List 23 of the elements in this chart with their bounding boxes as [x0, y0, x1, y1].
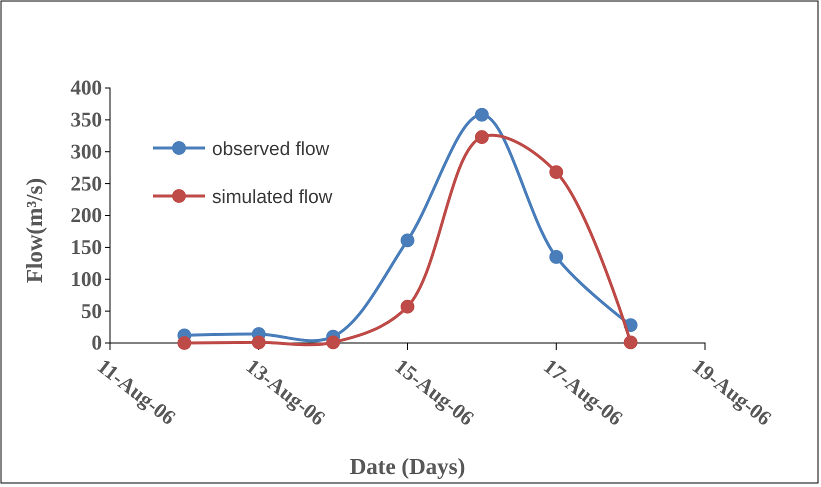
point [326, 335, 340, 350]
point [400, 233, 414, 248]
point [474, 108, 489, 122]
y-tick-label: 200 [70, 203, 102, 228]
y-tick-label: 100 [70, 266, 102, 291]
point [549, 165, 564, 180]
point [177, 336, 192, 350]
legend-label: observed flow [212, 139, 330, 160]
y-tick-label: 350 [70, 108, 102, 132]
y-tick-label: 250 [70, 171, 102, 196]
point [474, 130, 489, 144]
point [252, 335, 266, 350]
legend-label: simulated flow [212, 187, 333, 208]
point [624, 335, 638, 350]
y-tick-label: 400 [70, 76, 102, 100]
point [400, 300, 414, 314]
point [549, 250, 564, 264]
x-axis-title: Date (Days) [350, 454, 466, 479]
y-tick-label: 50 [81, 298, 102, 323]
y-tick-label: 300 [70, 139, 102, 164]
y-axis-title: Flow(m³/s) [22, 178, 47, 284]
y-tick-label: 150 [70, 235, 102, 260]
y-tick-label: 0 [92, 330, 102, 355]
